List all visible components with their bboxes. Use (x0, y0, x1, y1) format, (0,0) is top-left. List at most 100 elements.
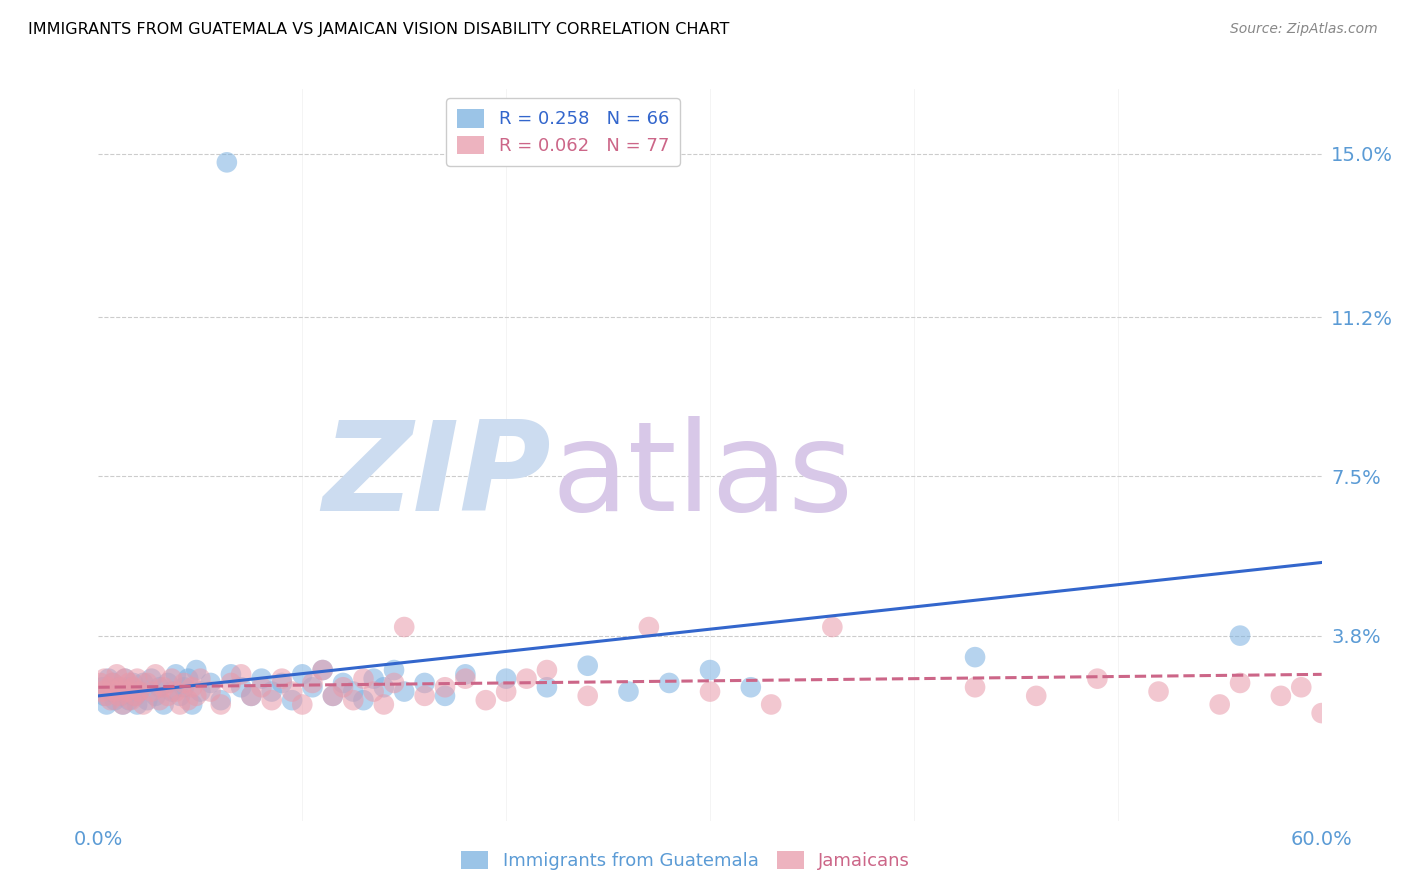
Point (270, 676, 294, 690)
Point (91, 680, 114, 694)
Point (1147, 684, 1170, 698)
Point (156, 676, 179, 690)
Point (108, 680, 131, 694)
Point (1270, 689, 1292, 703)
Point (576, 689, 599, 703)
Point (93, 672, 115, 686)
Point (111, 698, 134, 712)
Point (114, 672, 136, 686)
Point (97, 672, 120, 686)
Point (181, 680, 204, 694)
Text: IMMIGRANTS FROM GUATEMALA VS JAMAICAN VISION DISABILITY CORRELATION CHART: IMMIGRANTS FROM GUATEMALA VS JAMAICAN VI… (28, 22, 730, 37)
Point (392, 620, 416, 634)
Point (124, 689, 146, 703)
Point (104, 684, 127, 698)
Point (101, 676, 124, 690)
Point (638, 620, 661, 634)
Point (186, 663, 208, 677)
Text: Source: ZipAtlas.com: Source: ZipAtlas.com (1230, 22, 1378, 37)
Point (93, 689, 115, 703)
Point (231, 667, 253, 681)
Point (240, 689, 263, 703)
Point (165, 684, 187, 698)
Text: atlas: atlas (551, 417, 853, 537)
Point (173, 676, 195, 690)
Point (658, 676, 681, 690)
Point (132, 676, 155, 690)
Point (1025, 689, 1047, 703)
Point (373, 698, 395, 712)
Point (160, 684, 183, 698)
Point (111, 698, 134, 712)
Point (454, 672, 477, 686)
Point (110, 689, 132, 703)
Point (149, 693, 172, 707)
Point (132, 698, 155, 712)
Point (120, 680, 142, 694)
Point (495, 684, 517, 698)
Point (260, 684, 283, 698)
Point (576, 658, 599, 673)
Point (291, 698, 314, 712)
Point (260, 693, 283, 707)
Point (352, 672, 374, 686)
Point (363, 684, 385, 698)
Point (200, 684, 222, 698)
Point (322, 689, 344, 703)
Point (114, 672, 136, 686)
Point (188, 684, 212, 698)
Point (101, 676, 124, 690)
Point (188, 672, 212, 686)
Point (152, 680, 174, 694)
Point (516, 672, 538, 686)
Point (434, 680, 457, 694)
Point (301, 680, 323, 694)
Point (105, 684, 128, 698)
Point (122, 680, 145, 694)
Point (250, 672, 273, 686)
Point (209, 698, 232, 712)
Point (128, 684, 150, 698)
Point (1291, 680, 1313, 694)
Point (128, 684, 150, 698)
Point (152, 698, 174, 712)
Point (1310, 706, 1333, 720)
Point (699, 663, 721, 677)
Point (169, 689, 191, 703)
Point (1209, 698, 1232, 712)
Point (165, 667, 187, 681)
Point (413, 676, 436, 690)
Point (115, 684, 138, 698)
Point (200, 676, 222, 690)
Point (209, 693, 232, 707)
Point (536, 680, 558, 694)
Point (740, 680, 762, 694)
Point (352, 693, 374, 707)
Point (177, 672, 200, 686)
Point (1085, 672, 1108, 686)
Point (240, 689, 263, 703)
Point (160, 672, 183, 686)
Point (536, 663, 558, 677)
Legend: Immigrants from Guatemala, Jamaicans: Immigrants from Guatemala, Jamaicans (454, 844, 917, 878)
Point (108, 689, 131, 703)
Point (118, 676, 141, 690)
Point (965, 680, 987, 694)
Point (342, 684, 364, 698)
Point (89, 676, 111, 690)
Point (1229, 629, 1251, 643)
Point (312, 663, 335, 677)
Point (127, 698, 149, 712)
Point (434, 689, 457, 703)
Point (495, 672, 517, 686)
Point (169, 698, 191, 712)
Point (373, 680, 395, 694)
Point (145, 667, 167, 681)
Point (156, 689, 179, 703)
Point (332, 680, 354, 694)
Point (382, 663, 405, 677)
Point (281, 693, 304, 707)
Point (413, 689, 436, 703)
Point (105, 667, 128, 681)
Point (97, 680, 120, 694)
